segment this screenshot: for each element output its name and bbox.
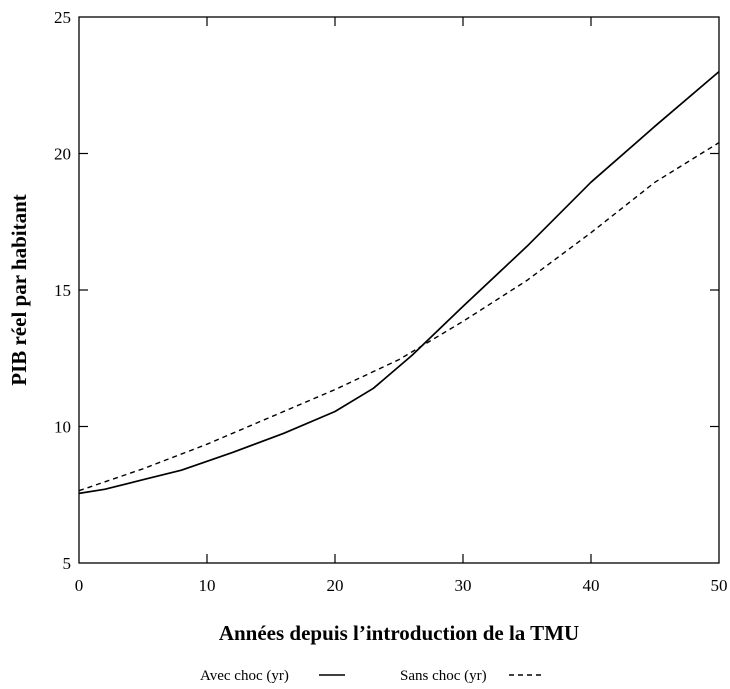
x-axis-title: Années depuis l’introduction de la TMU <box>219 621 579 645</box>
y-axis-title: PIB réel par habitant <box>7 194 31 386</box>
plot-frame <box>78 16 720 564</box>
x-tick-label: 30 <box>455 576 472 595</box>
y-tick-label: 25 <box>54 8 71 27</box>
y-tick-label: 15 <box>54 281 71 300</box>
y-tick-label: 20 <box>54 145 71 164</box>
y-tick-label: 10 <box>54 418 71 437</box>
legend-label: Avec choc (yr) <box>200 668 289 684</box>
series-lines <box>78 70 720 495</box>
x-tick-label: 10 <box>199 576 216 595</box>
x-tick-label: 0 <box>75 576 84 595</box>
legend-label: Sans choc (yr) <box>400 668 487 684</box>
x-tick-label: 20 <box>327 576 344 595</box>
series-line <box>78 70 720 495</box>
x-tick-label: 50 <box>711 576 728 595</box>
series-line <box>78 142 720 492</box>
x-tick-label: 40 <box>583 576 600 595</box>
legend: Avec choc (yr) Sans choc (yr) <box>200 668 542 684</box>
y-tick-label: 5 <box>63 554 72 573</box>
axis-ticks: 0 10 20 30 40 50 5 10 15 20 25 <box>54 8 728 595</box>
